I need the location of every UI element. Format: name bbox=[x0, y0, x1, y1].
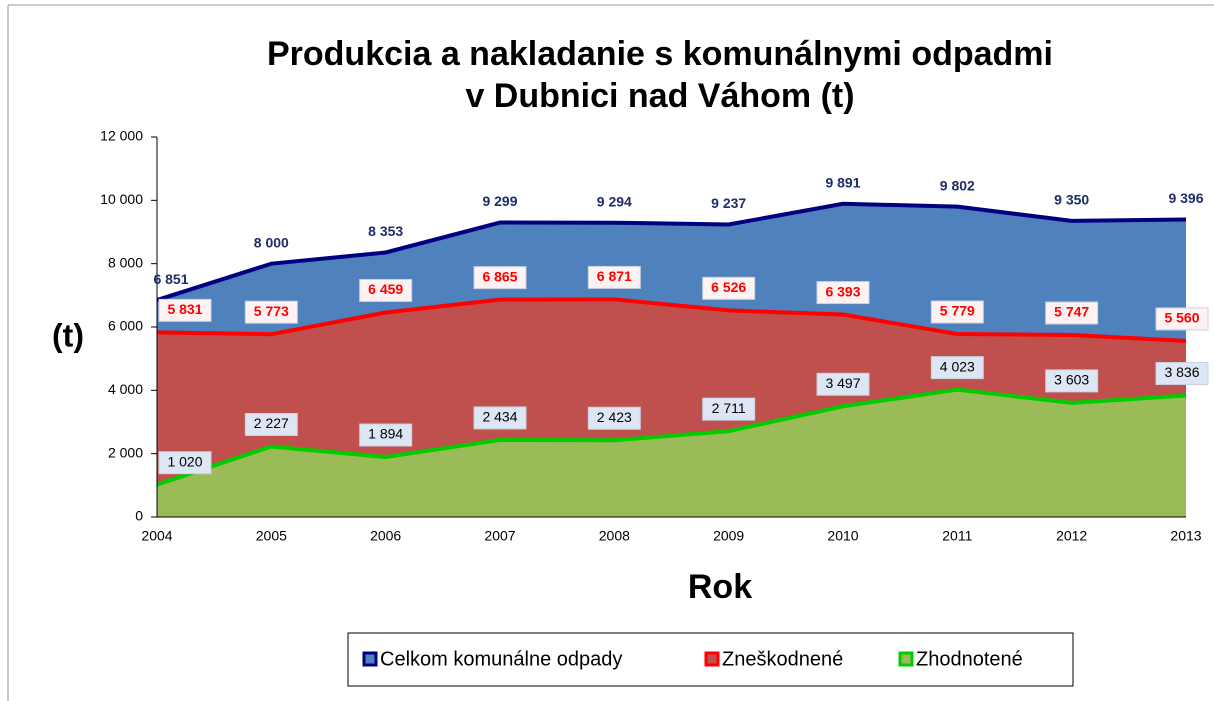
x-tick-label: 2004 bbox=[141, 528, 172, 544]
legend-label: Zneškodnené bbox=[722, 648, 843, 670]
value-label: 9 237 bbox=[711, 195, 746, 211]
value-label-box bbox=[1155, 307, 1209, 331]
value-label: 9 891 bbox=[825, 174, 860, 190]
x-tick-label: 2011 bbox=[942, 528, 972, 544]
value-label: 3 497 bbox=[825, 375, 860, 391]
value-label-box bbox=[1045, 369, 1099, 393]
x-tick-label: 2008 bbox=[599, 528, 630, 544]
legend-swatch bbox=[704, 651, 720, 667]
value-label-box bbox=[587, 265, 641, 289]
value-label-box bbox=[930, 356, 984, 380]
value-label: 9 396 bbox=[1168, 190, 1203, 206]
legend-label: Celkom komunálne odpady bbox=[380, 648, 622, 670]
value-label: 5 560 bbox=[1164, 310, 1199, 326]
value-label: 5 831 bbox=[167, 301, 202, 317]
value-label-box bbox=[473, 406, 527, 430]
value-label: 3 836 bbox=[1164, 364, 1199, 380]
value-label-box bbox=[359, 278, 413, 302]
value-label: 5 747 bbox=[1054, 304, 1089, 320]
value-label: 6 393 bbox=[825, 283, 860, 299]
x-tick-label: 2013 bbox=[1170, 528, 1201, 544]
value-label: 9 299 bbox=[482, 193, 517, 209]
value-label: 4 023 bbox=[940, 358, 975, 374]
value-label: 3 603 bbox=[1054, 372, 1089, 388]
value-label: 5 779 bbox=[940, 303, 975, 319]
y-tick-label: 10 000 bbox=[100, 191, 143, 207]
x-tick-label: 2010 bbox=[827, 528, 858, 544]
chart-title: Produkcia a nakladanie s komunálnymi odp… bbox=[267, 35, 1053, 73]
y-tick-label: 8 000 bbox=[108, 254, 143, 270]
legend-swatch bbox=[898, 651, 914, 667]
value-label: 9 350 bbox=[1054, 192, 1089, 208]
value-label: 6 871 bbox=[597, 268, 632, 284]
chart-subtitle: v Dubnici nad Váhom (t) bbox=[465, 77, 854, 115]
value-label: 5 773 bbox=[254, 303, 289, 319]
value-label-box bbox=[702, 397, 756, 421]
value-label: 2 434 bbox=[482, 409, 517, 425]
value-label: 1 894 bbox=[368, 426, 403, 442]
value-label: 8 000 bbox=[254, 234, 289, 250]
x-tick-label: 2005 bbox=[256, 528, 287, 544]
y-tick-label: 4 000 bbox=[108, 381, 143, 397]
value-label-box bbox=[930, 300, 984, 324]
value-label-box bbox=[473, 266, 527, 290]
value-label: 6 526 bbox=[711, 279, 746, 295]
line bbox=[156, 387, 1187, 487]
x-tick-label: 2009 bbox=[713, 528, 744, 544]
value-label-box bbox=[158, 451, 212, 475]
area bbox=[157, 389, 1186, 517]
value-label-box bbox=[816, 372, 870, 396]
legend-swatch bbox=[362, 651, 378, 667]
value-label: 1 020 bbox=[167, 453, 202, 469]
x-tick-label: 2012 bbox=[1056, 528, 1087, 544]
x-tick-label: 2006 bbox=[370, 528, 401, 544]
value-label: 9 294 bbox=[597, 193, 632, 209]
line bbox=[156, 297, 1187, 343]
value-label-box bbox=[1045, 301, 1099, 325]
value-label: 2 711 bbox=[712, 400, 746, 416]
line bbox=[156, 201, 1187, 302]
value-label-box bbox=[816, 281, 870, 305]
y-axis-label: (t) bbox=[52, 317, 84, 353]
value-label-box bbox=[702, 276, 756, 300]
value-label: 9 802 bbox=[940, 177, 975, 193]
value-label: 6 459 bbox=[368, 281, 403, 297]
value-label-box bbox=[1155, 362, 1209, 386]
value-label: 2 423 bbox=[597, 409, 632, 425]
x-axis-label: Rok bbox=[688, 568, 752, 606]
value-label-box bbox=[244, 412, 298, 436]
value-label-box bbox=[158, 298, 212, 322]
x-tick-label: 2007 bbox=[484, 528, 515, 544]
value-label: 6 865 bbox=[482, 268, 517, 284]
value-label: 6 851 bbox=[153, 271, 188, 287]
value-label: 8 353 bbox=[368, 223, 403, 239]
y-tick-label: 2 000 bbox=[108, 444, 143, 460]
value-label-box bbox=[359, 423, 413, 447]
legend-label: Zhodnotené bbox=[916, 648, 1023, 670]
y-tick-label: 12 000 bbox=[100, 128, 143, 144]
value-label-box bbox=[587, 406, 641, 430]
value-label: 2 227 bbox=[254, 415, 289, 431]
value-label-box bbox=[244, 300, 298, 324]
y-tick-label: 0 bbox=[135, 508, 143, 524]
y-tick-label: 6 000 bbox=[108, 318, 143, 334]
